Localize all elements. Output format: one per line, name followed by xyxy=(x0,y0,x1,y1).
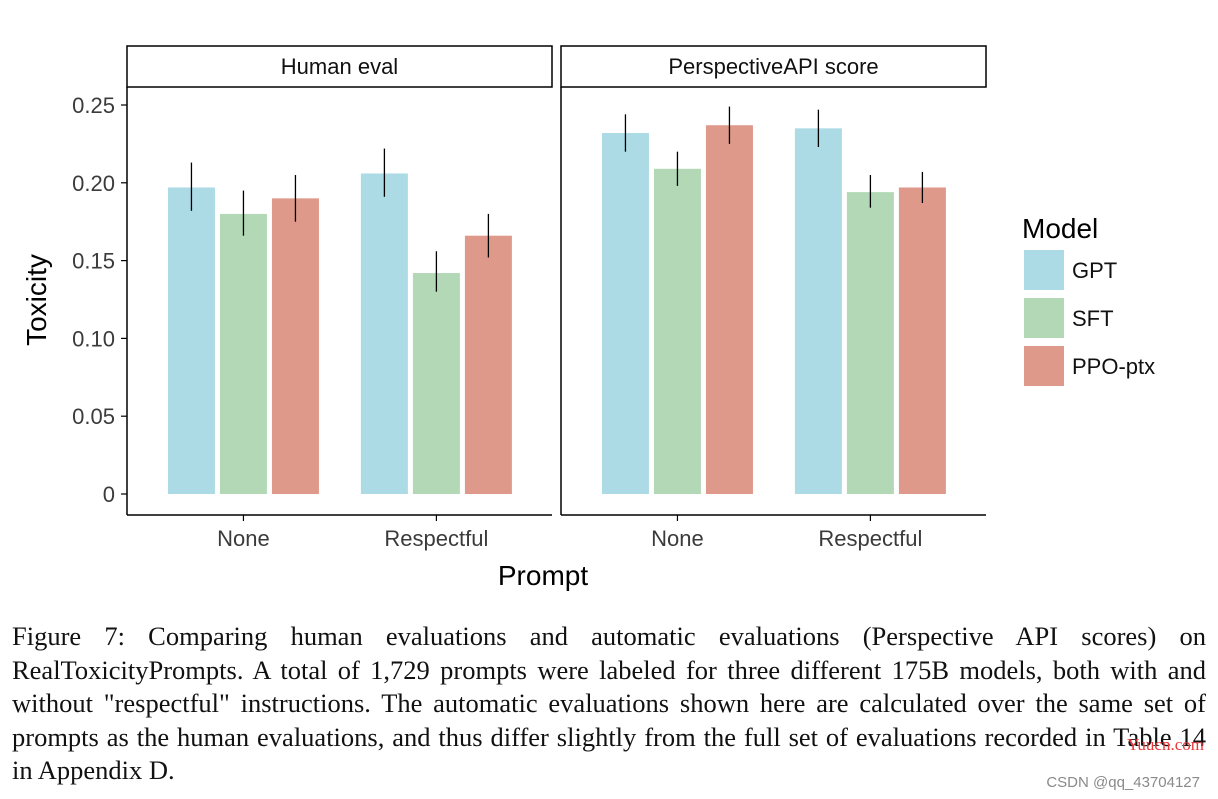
legend-swatch-ppo-ptx xyxy=(1024,346,1064,386)
toxicity-bar-chart: Human eval None Respectful PerspectiveAPI s… xyxy=(21,45,1155,591)
bar-ppo-ptx xyxy=(464,235,512,495)
panel-title: PerspectiveAPI score xyxy=(668,54,878,79)
figure-caption: Figure 7: Comparing human evaluations an… xyxy=(12,621,1206,785)
legend-label: PPO-ptx xyxy=(1072,354,1155,379)
x-tick-label: Respectful xyxy=(384,526,488,551)
y-axis-title: Toxicity xyxy=(21,254,52,346)
bar-sft xyxy=(846,192,894,495)
panel-title: Human eval xyxy=(281,54,398,79)
site-watermark: Yuucn.com xyxy=(1127,735,1204,754)
bar-gpt xyxy=(167,187,215,494)
bar-ppo-ptx xyxy=(705,125,753,494)
bar-gpt xyxy=(601,133,649,494)
legend-label: GPT xyxy=(1072,258,1117,283)
bar-gpt xyxy=(360,173,408,495)
bar-sft xyxy=(219,213,267,495)
legend-swatch-sft xyxy=(1024,298,1064,338)
bar-ppo-ptx xyxy=(271,198,319,495)
panel-strip xyxy=(126,45,553,88)
bar-ppo-ptx xyxy=(898,187,946,494)
x-tick-label: None xyxy=(651,526,704,551)
bar-sft xyxy=(653,168,701,494)
y-tick-label: 0.25 xyxy=(72,93,115,118)
bar-gpt xyxy=(794,128,842,494)
x-tick-label: Respectful xyxy=(818,526,922,551)
y-tick-label: 0.20 xyxy=(72,171,115,196)
csdn-watermark: CSDN @qq_43704127 xyxy=(1046,774,1200,791)
x-axis-title: Prompt xyxy=(498,560,588,591)
y-tick-label: 0 xyxy=(103,482,115,507)
y-tick-label: 0.15 xyxy=(72,249,115,274)
legend-swatch-gpt xyxy=(1024,250,1064,290)
panel-strip xyxy=(560,45,987,88)
bar-sft xyxy=(412,273,460,494)
x-tick-label: None xyxy=(217,526,270,551)
y-tick-label: 0.10 xyxy=(72,326,115,351)
y-tick-label: 0.05 xyxy=(72,404,115,429)
legend-label: SFT xyxy=(1072,306,1114,331)
legend-title: Model xyxy=(1022,213,1098,244)
